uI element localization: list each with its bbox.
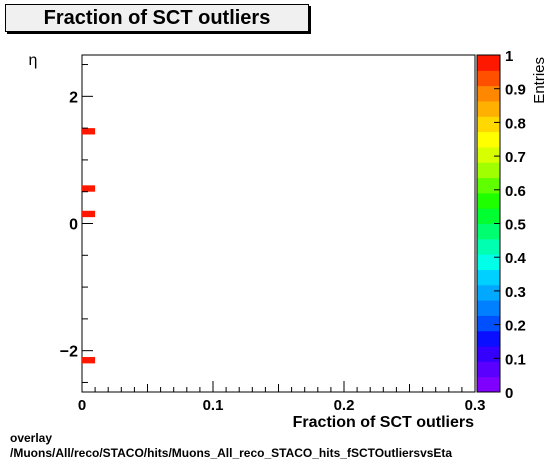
x-tick-label: 0 [78,397,86,414]
palette-tick-label: 0.1 [505,351,526,368]
x-tick-label: 0.1 [203,397,224,414]
palette-band [477,146,500,163]
palette-band [477,177,500,194]
plot-frame [81,54,476,393]
palette-band [477,162,500,179]
chart-title: Fraction of SCT outliers [5,4,309,32]
palette-tick-label: 0.7 [505,149,526,166]
y-tick-label: 2 [69,89,78,106]
palette-band [477,300,500,316]
y-tick-label: 0 [69,217,78,234]
heatmap-cell-2 [82,210,96,218]
y-axis-label: η [29,52,38,69]
palette-tick-label: 0.2 [505,318,526,335]
palette-band [477,376,500,393]
z-axis-label: Entries [531,57,546,104]
palette-band [477,315,500,332]
palette-band [477,223,500,240]
x-tick-label: 0.2 [334,397,355,414]
footer-path: overlay /Muons/All/reco/STACO/hits/Muons… [10,431,452,461]
palette-band [477,192,500,209]
palette-tick-label: 0.6 [505,183,526,200]
palette-band [477,361,500,378]
heatmap-cell-3 [82,357,96,364]
palette-band [477,85,500,102]
palette-tick-label: 0.8 [505,115,526,132]
palette-band [477,269,500,286]
palette-tick-label: 1 [505,48,513,65]
heatmap-cell-1 [82,185,96,192]
x-axis-label: Fraction of SCT outliers [293,414,474,431]
y-tick-label: −2 [60,344,78,361]
palette-band [477,346,500,362]
palette-tick-label: 0.4 [505,250,527,267]
footer-line-1: overlay [10,431,53,445]
palette-band [477,208,500,224]
x-tick-label: 0.3 [465,397,486,414]
palette-band [477,238,500,255]
palette-tick-label: 0.3 [505,284,526,301]
palette-band [477,116,500,133]
palette-band [477,131,500,148]
heatmap-cell-0 [82,128,96,135]
palette-band [477,70,500,87]
palette-band [477,330,500,347]
footer-line-2: /Muons/All/reco/STACO/hits/Muons_All_rec… [10,446,453,460]
palette-band [477,55,500,71]
palette-band [477,100,500,117]
palette-band [477,284,500,301]
palette-band [477,254,500,270]
palette-tick-label: 0.5 [505,217,526,234]
palette-tick-label: 0 [505,385,513,402]
palette-tick-label: 0.9 [505,82,526,99]
